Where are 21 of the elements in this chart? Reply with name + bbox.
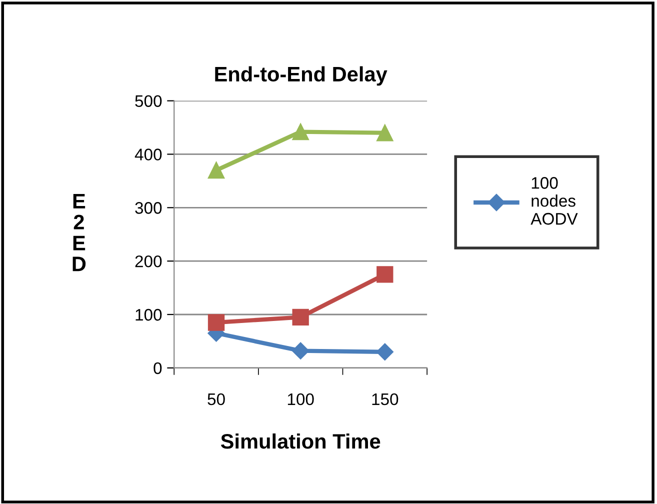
x-axis-title: Simulation Time: [220, 433, 380, 449]
point: [376, 266, 394, 283]
chart-title: End-to-End Delay: [215, 66, 388, 86]
y-tick-label: 400: [134, 148, 162, 160]
point: [292, 308, 309, 326]
y-tick-label: 0: [154, 362, 162, 374]
point: [292, 342, 310, 360]
y-tick-label: 200: [135, 255, 162, 268]
y-tick-label: 500: [135, 95, 162, 108]
legend-label: 100 nodes AODV: [530, 177, 578, 225]
x-tick-label: 100: [288, 393, 314, 406]
y-tick-label: 100: [136, 308, 162, 321]
y-tick-label: 300: [135, 202, 162, 214]
point: [376, 343, 394, 360]
point: [376, 124, 394, 142]
point: [208, 162, 225, 179]
y-axis-title: E2ED: [72, 194, 86, 272]
point: [208, 314, 225, 331]
x-tick-label: 150: [372, 393, 398, 406]
x-tick-label: 50: [208, 393, 225, 406]
point: [292, 123, 309, 140]
